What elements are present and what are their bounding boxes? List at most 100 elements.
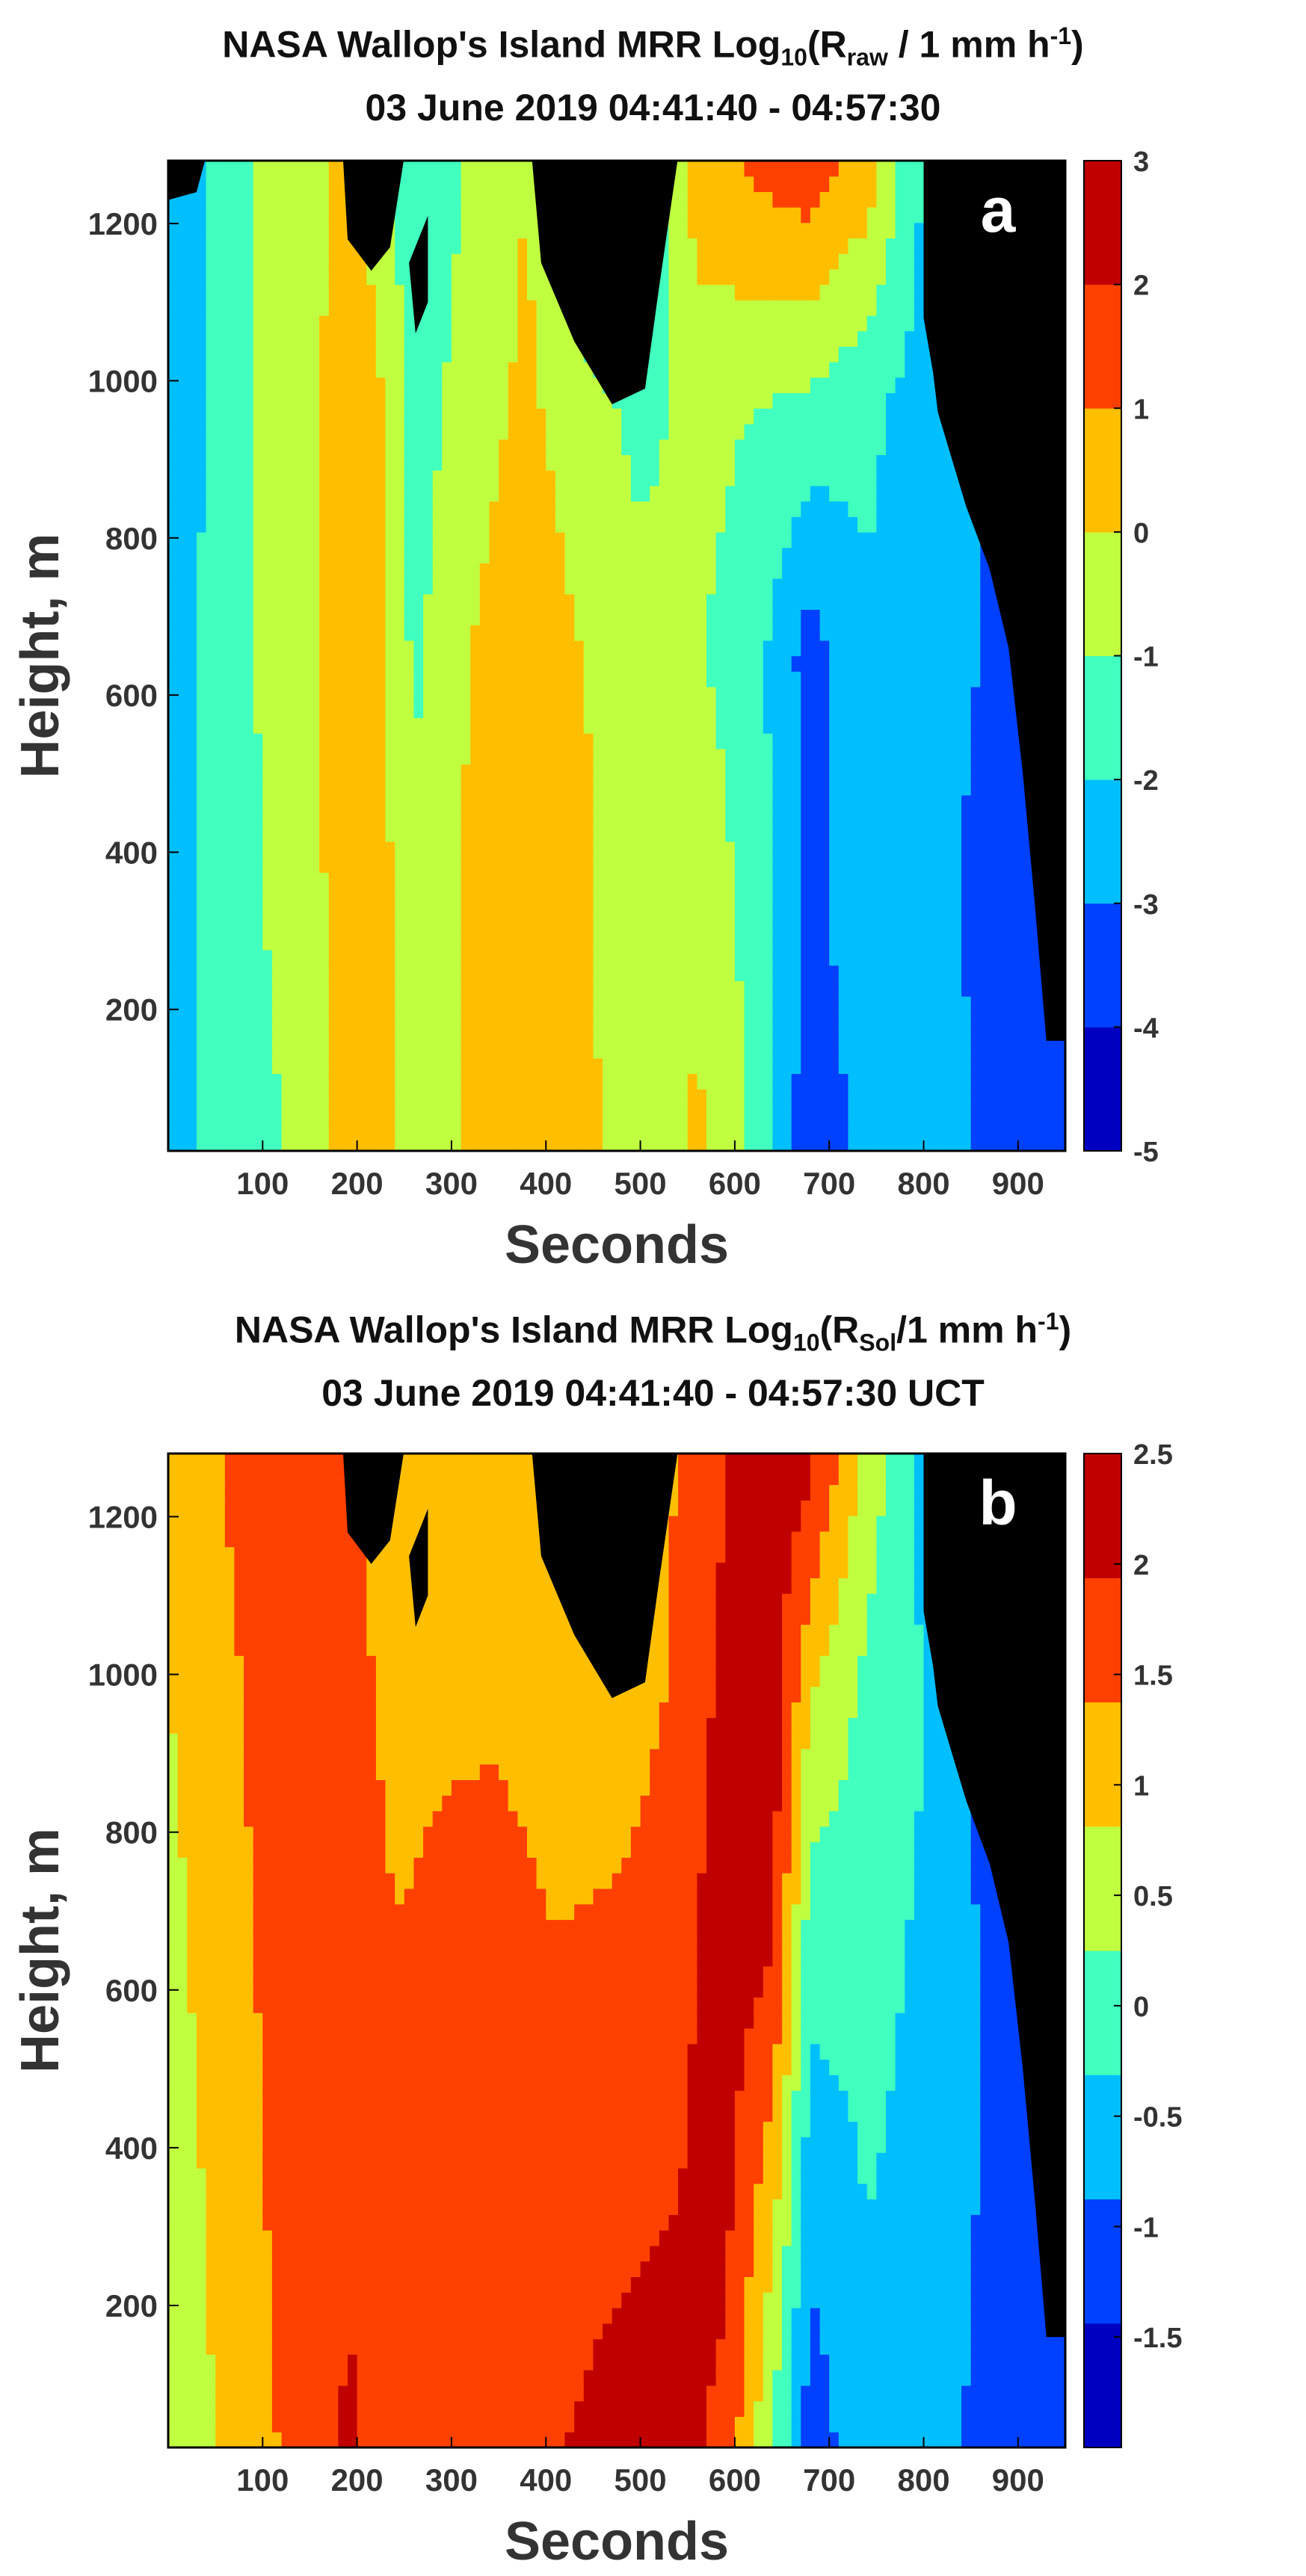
y-tick-label: 1000 <box>88 1658 158 1693</box>
x-tick-label: 100 <box>236 2462 289 2498</box>
x-tick-label: 200 <box>331 2462 384 2498</box>
colorbar-tick-label: -0.5 <box>1133 2102 1182 2134</box>
y-tick-label: 200 <box>105 992 158 1028</box>
x-tick-label: 500 <box>615 2462 667 2498</box>
contour-field <box>168 1454 1065 2447</box>
colorbar-band <box>1084 779 1121 904</box>
x-tick-label: 200 <box>331 1166 384 1201</box>
y-tick-label: 400 <box>105 2131 158 2166</box>
colorbar-tick-label: 1 <box>1133 394 1149 425</box>
x-tick-label: 700 <box>803 2462 855 2498</box>
title-subscript: raw <box>846 43 888 71</box>
no-data-mask <box>343 1454 1065 2338</box>
colorbar-band <box>1084 2323 1121 2448</box>
x-tick-label: 500 <box>615 1166 667 1201</box>
title-open: (R <box>807 23 847 66</box>
plot-frame <box>167 159 1067 1152</box>
x-tick-label: 400 <box>520 1166 572 1201</box>
x-axis-label: Seconds <box>505 2512 729 2572</box>
x-tick-label: 600 <box>709 2462 761 2498</box>
contour-plot-a: 100 200 300 400 500 600 700 800 900 200 400 600 800 1… <box>10 146 1159 1275</box>
y-axis-label: Height, m <box>10 1828 70 2073</box>
chart-panel-a: NASA Wallop's Island MRR Log10(Rraw / 1 … <box>0 0 1306 1275</box>
x-tick-label: 300 <box>425 2462 478 2498</box>
chart-subtitle: 03 June 2019 04:41:40 - 04:57:30 <box>365 87 941 129</box>
y-tick-label: 600 <box>105 678 158 713</box>
x-tick-label: 400 <box>520 2462 572 2498</box>
colorbar-tick-label: -2 <box>1133 765 1159 797</box>
colorbar-band <box>1084 408 1121 533</box>
colorbar-tick-label: 1 <box>1133 1770 1149 1802</box>
chart-panel-b: NASA Wallop's Island MRR Log10(RSol/1 mm… <box>0 1285 1306 2572</box>
x-axis-label: Seconds <box>505 1215 729 1275</box>
y-tick-label: 600 <box>105 1973 158 2008</box>
colorbar-tick-label: 2.5 <box>1133 1439 1173 1471</box>
plot-frame <box>167 1452 1067 2449</box>
panel-label: b <box>979 1468 1017 1538</box>
title-units: /1 mm h <box>896 1309 1038 1351</box>
colorbar-tick-label: -1 <box>1133 2212 1159 2243</box>
colorbar-tick-label: -3 <box>1133 889 1159 921</box>
colorbar: 2.5 2 1.5 1 0.5 0 -0.5 -1 -1.5 <box>1083 1439 1182 2448</box>
y-tick-label: 800 <box>105 521 158 556</box>
colorbar-band <box>1084 1950 1121 2075</box>
title-open: (R <box>819 1309 860 1351</box>
colorbar-frame <box>1083 1453 1122 2448</box>
colorbar-band <box>1084 1578 1121 1703</box>
title-text: NASA Wallop's Island MRR Log <box>234 1309 793 1351</box>
colorbar-band <box>1084 2199 1121 2324</box>
colorbar-band <box>1084 1027 1121 1152</box>
panel-label: a <box>981 175 1017 245</box>
y-axis-label: Height, m <box>10 533 70 778</box>
chart-subtitle: 03 June 2019 04:41:40 - 04:57:30 UCT <box>321 1372 985 1414</box>
x-tick-label: 600 <box>709 1166 761 1201</box>
colorbar-tick-label: 2 <box>1133 1550 1149 1581</box>
colorbar-tick-label: 1.5 <box>1133 1661 1173 1692</box>
contour-plot-b: 100 200 300 400 500 600 700 800 900 200 400 600 800 1… <box>10 1439 1182 2572</box>
no-data-mask <box>168 161 1065 1041</box>
chart-title: NASA Wallop's Island MRR Log10(Rraw / 1 … <box>0 22 1306 72</box>
title-close: ) <box>1071 23 1084 66</box>
title-units: / 1 mm h <box>887 23 1050 66</box>
x-tick-label: 100 <box>236 1166 289 1201</box>
x-tick-label: 800 <box>897 2462 949 2498</box>
colorbar-band <box>1084 161 1121 285</box>
colorbar-tick-label: 0 <box>1133 1992 1149 2023</box>
contour-field <box>168 161 1065 1151</box>
colorbar-tick-label: -4 <box>1133 1013 1159 1044</box>
colorbar-tick-label: 0 <box>1133 518 1149 549</box>
x-tick-label: 800 <box>897 1166 949 1201</box>
colorbar-band <box>1084 655 1121 780</box>
title-close: ) <box>1059 1309 1072 1351</box>
y-tick-label: 1200 <box>88 206 158 241</box>
title-exponent: -1 <box>1038 1308 1059 1335</box>
x-tick-label: 300 <box>425 1166 478 1201</box>
title-subscript: Sol <box>859 1329 897 1356</box>
title-exponent: -1 <box>1050 22 1072 49</box>
y-tick-label: 200 <box>105 2288 158 2323</box>
chart-title: NASA Wallop's Island MRR Log10(RSol/1 mm… <box>0 1308 1306 1357</box>
colorbar-band <box>1084 2075 1121 2200</box>
colorbar-band <box>1084 284 1121 409</box>
colorbar-tick-label: 3 <box>1133 146 1149 178</box>
title-log-base: 10 <box>792 1329 820 1356</box>
colorbar-tick-label: 2 <box>1133 271 1149 302</box>
title-text: NASA Wallop's Island MRR Log <box>222 23 781 66</box>
colorbar-band <box>1084 1826 1121 1951</box>
y-tick-label: 1000 <box>88 363 158 398</box>
colorbar-band <box>1084 531 1121 656</box>
y-tick-label: 1200 <box>88 1499 158 1534</box>
x-tick-label: 700 <box>803 1166 855 1201</box>
colorbar-tick-label: -1 <box>1133 642 1159 673</box>
colorbar: 3 2 1 0 -1 -2 -3 -4 -5 <box>1083 146 1159 1168</box>
y-tick-label: 800 <box>105 1815 158 1850</box>
colorbar-band <box>1084 1454 1121 1578</box>
y-tick-label: 400 <box>105 835 158 870</box>
colorbar-band <box>1084 1702 1121 1827</box>
colorbar-tick-label: -1.5 <box>1133 2323 1182 2354</box>
colorbar-tick-label: 0.5 <box>1133 1881 1173 1912</box>
colorbar-band <box>1084 903 1121 1028</box>
title-log-base: 10 <box>780 43 807 71</box>
x-tick-label: 900 <box>992 2462 1044 2498</box>
x-tick-label: 900 <box>992 1166 1044 1201</box>
